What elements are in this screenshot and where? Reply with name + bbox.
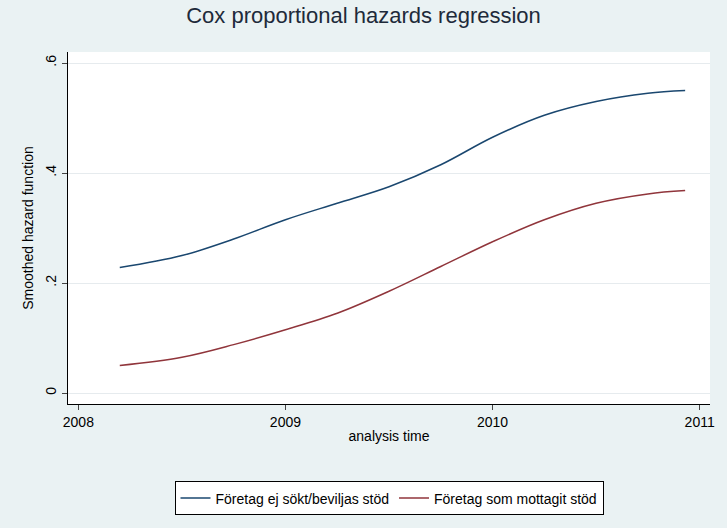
svg-text:2009: 2009 — [270, 414, 301, 430]
svg-text:Smoothed hazard function: Smoothed hazard function — [20, 146, 36, 309]
svg-text:2011: 2011 — [685, 414, 715, 430]
svg-text:Cox proportional hazards regre: Cox proportional hazards regression — [186, 3, 541, 28]
svg-text:analysis time: analysis time — [349, 428, 430, 444]
svg-text:0: 0 — [43, 387, 59, 395]
svg-text:2008: 2008 — [63, 414, 94, 430]
svg-text:Företag ej sökt/beviljas stöd: Företag ej sökt/beviljas stöd — [216, 491, 390, 507]
svg-text:Företag som mottagit stöd: Företag som mottagit stöd — [434, 491, 597, 507]
svg-text:.4: .4 — [43, 165, 59, 177]
svg-text:.6: .6 — [43, 55, 59, 67]
svg-text:.2: .2 — [43, 275, 59, 287]
svg-text:2010: 2010 — [477, 414, 508, 430]
